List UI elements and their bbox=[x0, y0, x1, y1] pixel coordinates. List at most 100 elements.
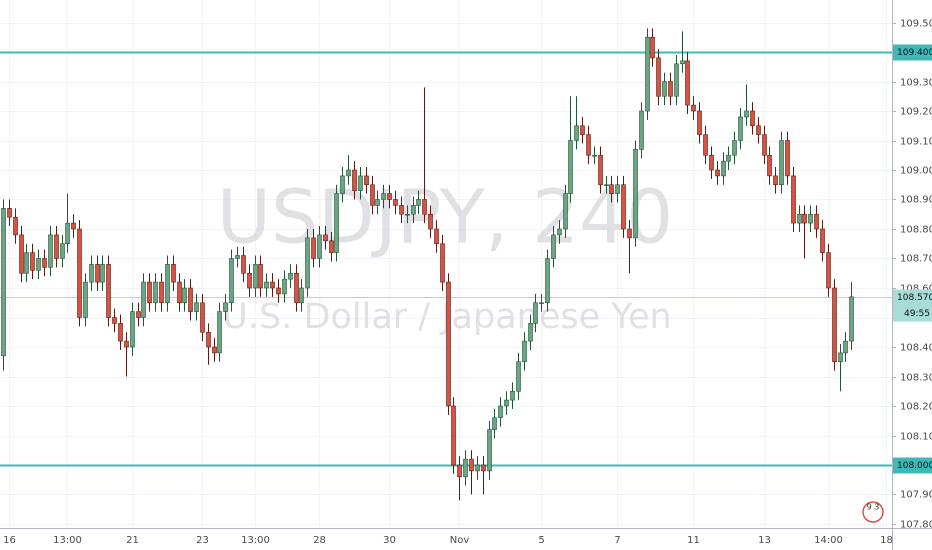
x-tick-label: 13:00 bbox=[241, 535, 270, 546]
x-tick-label: 21 bbox=[126, 535, 139, 546]
candle-body bbox=[65, 222, 70, 245]
candle-body bbox=[100, 264, 105, 283]
candle-body bbox=[422, 199, 427, 215]
candle-body bbox=[165, 264, 170, 304]
candle-body bbox=[200, 302, 205, 333]
candle-body bbox=[136, 311, 141, 318]
candle-body bbox=[212, 346, 217, 354]
candle-body bbox=[457, 464, 462, 478]
candle-body bbox=[364, 175, 369, 186]
candle-body bbox=[808, 213, 813, 224]
candle-body bbox=[773, 175, 778, 186]
candle-body bbox=[171, 264, 176, 283]
candle-body bbox=[311, 237, 316, 259]
candle-body bbox=[726, 154, 731, 162]
x-tick-label: 23 bbox=[196, 535, 209, 546]
y-tick-label: 109.300 bbox=[900, 78, 932, 89]
level-label-bg bbox=[893, 44, 932, 61]
candle-body bbox=[674, 63, 679, 97]
y-tick-label: 108.600 bbox=[900, 284, 932, 295]
candle-body bbox=[346, 169, 351, 177]
candle-body bbox=[305, 237, 310, 289]
candle-body bbox=[434, 228, 439, 245]
candle-body bbox=[498, 405, 503, 419]
candle-body bbox=[124, 340, 129, 348]
candle-body bbox=[89, 264, 94, 283]
candle-body bbox=[750, 110, 755, 127]
candle-body bbox=[563, 193, 568, 230]
candle-body bbox=[691, 104, 696, 112]
candle-body bbox=[685, 60, 690, 106]
candle-body bbox=[533, 302, 538, 324]
candle-body bbox=[206, 331, 211, 348]
candle-body bbox=[253, 264, 258, 289]
candle-body bbox=[802, 213, 807, 224]
x-tick-label: 30 bbox=[383, 535, 396, 546]
candle-body bbox=[639, 110, 644, 150]
candle-body bbox=[668, 81, 673, 97]
candle-body bbox=[370, 184, 375, 206]
y-tick-label: 107.800 bbox=[900, 520, 932, 531]
candle-body bbox=[586, 134, 591, 156]
candle-body bbox=[258, 264, 263, 289]
candle-body bbox=[159, 281, 164, 304]
x-tick-label: Nov bbox=[450, 535, 470, 546]
y-tick-label: 109.500 bbox=[900, 19, 932, 30]
candle-body bbox=[42, 258, 47, 268]
candle-body bbox=[217, 311, 222, 354]
candle-body bbox=[405, 213, 410, 216]
candle-body bbox=[522, 340, 527, 363]
x-tick-label: 16 bbox=[3, 535, 16, 546]
candle-body bbox=[592, 154, 597, 157]
candle-body bbox=[19, 234, 24, 274]
candle-body bbox=[574, 125, 579, 141]
candle-body bbox=[358, 175, 363, 191]
candle-body bbox=[229, 258, 234, 304]
candle-body bbox=[387, 193, 392, 200]
candle-body bbox=[13, 216, 18, 236]
candle-body bbox=[7, 208, 12, 218]
candle-body bbox=[130, 311, 135, 348]
countdown: 49:55 bbox=[904, 309, 930, 319]
candle-body bbox=[317, 234, 322, 259]
candle-body bbox=[77, 228, 82, 318]
candle-body bbox=[791, 175, 796, 224]
candle-body bbox=[604, 184, 609, 187]
y-tick-label: 109.100 bbox=[900, 137, 932, 148]
candle-body bbox=[95, 264, 100, 283]
badge-text[interactable]: 9 3 bbox=[867, 503, 880, 512]
candle-body bbox=[568, 140, 573, 194]
y-tick-label: 109.000 bbox=[900, 166, 932, 177]
candle-body bbox=[814, 213, 819, 230]
candle-body bbox=[241, 255, 246, 274]
candle-body bbox=[738, 116, 743, 141]
candle-body bbox=[516, 361, 521, 392]
level-label: 108.000 bbox=[897, 461, 932, 471]
candle-body bbox=[352, 169, 357, 191]
candle-body bbox=[106, 264, 111, 318]
candle-body bbox=[826, 252, 831, 289]
y-tick-label: 108.100 bbox=[900, 432, 932, 443]
candle-body bbox=[463, 458, 468, 478]
x-tick-label: 14:00 bbox=[814, 535, 843, 546]
candle-body bbox=[188, 287, 193, 312]
candle-body bbox=[732, 140, 737, 156]
candle-body bbox=[598, 154, 603, 186]
candle-body bbox=[30, 252, 35, 271]
candle-body bbox=[779, 140, 784, 186]
candle-body bbox=[294, 272, 299, 304]
candle-body bbox=[334, 193, 339, 253]
x-tick-label: 7 bbox=[614, 535, 620, 546]
candle-body bbox=[24, 252, 29, 274]
y-tick-label: 108.400 bbox=[900, 343, 932, 354]
candle-body bbox=[785, 140, 790, 177]
candle-body bbox=[393, 199, 398, 206]
x-tick-label: 11 bbox=[687, 535, 700, 546]
candle-body bbox=[329, 240, 334, 253]
candle-body bbox=[545, 258, 550, 304]
candle-body bbox=[340, 175, 345, 194]
candle-body bbox=[615, 184, 620, 194]
candle-body bbox=[621, 184, 626, 230]
candle-body bbox=[609, 184, 614, 194]
badge-icon[interactable] bbox=[862, 501, 884, 523]
